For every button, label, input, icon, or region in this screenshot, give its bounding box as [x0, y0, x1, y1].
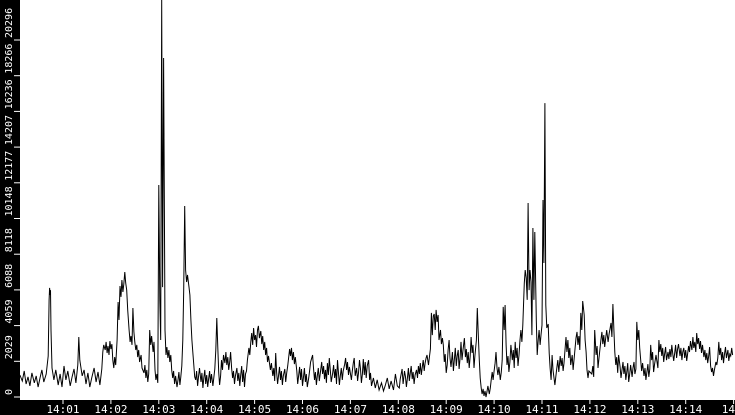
y-tick-label: 20296 [4, 8, 15, 38]
x-tick-label: 14:06 [286, 403, 319, 415]
y-tick-label: 0 [4, 389, 15, 395]
y-tick-label: 6088 [4, 264, 15, 288]
x-tick-label: 14:09 [430, 403, 463, 415]
x-tick-label: 14:01 [46, 403, 79, 415]
x-tick-label: 14:05 [238, 403, 271, 415]
y-tick-label: 8118 [4, 228, 15, 252]
x-tick-label: 14:10 [478, 403, 511, 415]
x-tick-label: 14 [722, 403, 735, 415]
x-tick-label: 14:11 [525, 403, 558, 415]
x-tick-label: 14:12 [573, 403, 606, 415]
y-axis-ticks: 0 2029 4059 6088 8118 10148 12177 14207 16236 182… [4, 8, 20, 398]
x-axis-ticks: 14:01 14:02 14:03 14:04 14:05 14:06 14:07 14:08… [46, 400, 735, 415]
y-tick-label: 16236 [4, 79, 15, 109]
x-axis-strip [0, 400, 735, 415]
y-tick-label: 2029 [4, 335, 15, 359]
y-axis-strip [0, 0, 20, 415]
y-tick-label: 12177 [4, 151, 15, 181]
x-tick-label: 14:03 [142, 403, 175, 415]
x-tick-label: 14:08 [382, 403, 415, 415]
y-tick-label: 10148 [4, 186, 15, 216]
data-series-line [19, 0, 734, 398]
y-tick-label: 18266 [4, 44, 15, 74]
x-tick-label: 14:14 [669, 403, 702, 415]
x-tick-label: 14:04 [190, 403, 223, 415]
x-tick-label: 14:13 [621, 403, 654, 415]
x-tick-label: 14:07 [334, 403, 367, 415]
y-tick-label: 4059 [4, 300, 15, 324]
x-tick-label: 14:02 [94, 403, 127, 415]
y-tick-label: 14207 [4, 115, 15, 145]
